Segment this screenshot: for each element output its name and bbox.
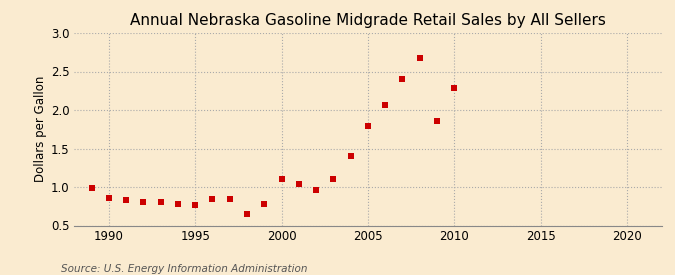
Point: [397, 77, 408, 81]
Point: [431, 119, 442, 123]
Title: Annual Nebraska Gasoline Midgrade Retail Sales by All Sellers: Annual Nebraska Gasoline Midgrade Retail…: [130, 13, 606, 28]
Point: [190, 203, 200, 208]
Y-axis label: Dollars per Gallon: Dollars per Gallon: [34, 76, 47, 182]
Point: [310, 188, 321, 192]
Point: [294, 182, 304, 186]
Point: [276, 177, 287, 182]
Point: [380, 103, 391, 108]
Text: Source: U.S. Energy Information Administration: Source: U.S. Energy Information Administ…: [61, 264, 307, 274]
Point: [242, 212, 252, 216]
Point: [328, 177, 339, 182]
Point: [414, 56, 425, 60]
Point: [449, 86, 460, 91]
Point: [86, 186, 97, 190]
Point: [173, 202, 184, 206]
Point: [362, 124, 373, 128]
Point: [121, 198, 132, 202]
Point: [138, 199, 148, 204]
Point: [155, 200, 166, 205]
Point: [103, 196, 114, 200]
Point: [224, 196, 235, 201]
Point: [345, 154, 356, 158]
Point: [259, 202, 269, 206]
Point: [207, 196, 218, 201]
